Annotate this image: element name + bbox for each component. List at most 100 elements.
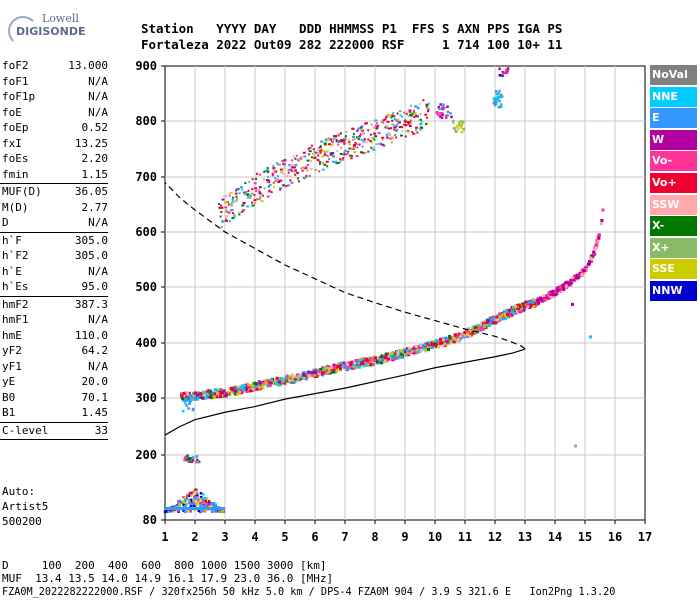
echo-point bbox=[343, 149, 347, 152]
echo-point bbox=[219, 391, 223, 395]
echo-point bbox=[362, 357, 366, 361]
echo-point bbox=[251, 201, 254, 204]
x-tick-label: 2 bbox=[191, 530, 198, 544]
echo-point bbox=[271, 174, 274, 177]
echo-point bbox=[494, 100, 498, 103]
echo-point bbox=[250, 192, 254, 195]
y-tick-label: 200 bbox=[135, 448, 157, 462]
echo-point bbox=[295, 154, 298, 157]
echo-point bbox=[300, 167, 304, 170]
echo-point bbox=[344, 361, 348, 365]
echo-point bbox=[267, 179, 271, 182]
echo-point bbox=[411, 112, 414, 115]
echo-point bbox=[255, 177, 258, 180]
echo-point bbox=[302, 151, 306, 154]
echo-point bbox=[564, 281, 568, 285]
echo-point bbox=[373, 138, 376, 141]
echo-point bbox=[393, 354, 397, 358]
echo-point bbox=[191, 408, 195, 412]
echo-point bbox=[601, 208, 605, 212]
echo-point bbox=[192, 396, 195, 400]
echo-point bbox=[419, 126, 423, 129]
echo-point bbox=[437, 105, 441, 109]
echo-point bbox=[188, 460, 192, 463]
echo-point bbox=[328, 158, 331, 161]
echo-point bbox=[279, 163, 282, 166]
echo-point bbox=[352, 133, 355, 136]
echo-point bbox=[462, 335, 466, 339]
echo-point bbox=[444, 338, 448, 342]
footer-distance-line: D 100 200 400 600 800 1000 1500 3000 [km… bbox=[2, 559, 327, 572]
echo-point bbox=[339, 367, 343, 371]
echo-point bbox=[216, 390, 220, 394]
echo-point bbox=[262, 178, 265, 181]
echo-point bbox=[309, 168, 313, 171]
echo-point bbox=[336, 161, 340, 164]
echo-point bbox=[314, 168, 318, 171]
echo-point bbox=[308, 150, 312, 153]
echo-point bbox=[400, 355, 404, 359]
echo-point bbox=[374, 135, 378, 138]
x-tick-label: 11 bbox=[458, 530, 472, 544]
echo-point bbox=[204, 499, 207, 503]
echo-point bbox=[327, 370, 331, 374]
echo-point bbox=[360, 125, 364, 128]
x-tick-label: 14 bbox=[548, 530, 562, 544]
echo-point bbox=[257, 197, 261, 200]
echo-point bbox=[431, 345, 435, 349]
echo-point bbox=[198, 501, 202, 505]
echo-point bbox=[497, 105, 501, 109]
echo-point bbox=[202, 393, 206, 397]
echo-point bbox=[259, 196, 262, 199]
echo-point bbox=[430, 342, 434, 346]
echo-point bbox=[506, 310, 510, 314]
param-value: 13.000 bbox=[68, 59, 108, 72]
echo-point bbox=[443, 342, 447, 346]
echo-point bbox=[191, 459, 195, 462]
echo-point bbox=[236, 197, 239, 200]
echo-point bbox=[426, 107, 430, 110]
echo-point bbox=[310, 144, 313, 147]
echo-point bbox=[365, 141, 368, 144]
echo-point bbox=[253, 199, 257, 202]
echo-point bbox=[310, 371, 314, 375]
echo-point bbox=[343, 363, 347, 367]
echo-point bbox=[495, 92, 499, 96]
echo-point bbox=[279, 168, 283, 171]
echo-point bbox=[463, 332, 467, 336]
echo-point bbox=[322, 366, 326, 370]
echo-point bbox=[414, 345, 418, 349]
echo-point bbox=[383, 144, 386, 147]
echo-point bbox=[452, 119, 455, 123]
echo-point bbox=[256, 384, 260, 388]
echo-point bbox=[415, 105, 419, 108]
echo-point bbox=[217, 510, 221, 514]
echo-point bbox=[390, 116, 393, 119]
param-row: yE 20.0 bbox=[0, 374, 114, 390]
echo-point bbox=[321, 371, 325, 375]
echo-point bbox=[323, 369, 327, 373]
echo-point bbox=[236, 392, 240, 396]
echo-point bbox=[277, 380, 281, 384]
echo-point bbox=[335, 139, 338, 142]
echo-point bbox=[426, 345, 430, 349]
echo-point bbox=[395, 136, 398, 139]
echo-point bbox=[183, 501, 187, 504]
echo-point bbox=[405, 112, 408, 115]
echo-point bbox=[270, 191, 273, 194]
echo-point bbox=[307, 147, 310, 150]
echo-point bbox=[318, 170, 321, 173]
echo-point bbox=[184, 402, 187, 405]
echo-point bbox=[226, 391, 230, 395]
es-trace bbox=[165, 507, 225, 510]
echo-point bbox=[426, 110, 429, 113]
echo-point bbox=[210, 391, 214, 395]
echo-point bbox=[532, 304, 536, 308]
echo-point bbox=[215, 395, 219, 399]
param-value: 33 bbox=[94, 423, 108, 437]
echo-point bbox=[189, 494, 193, 497]
echo-point bbox=[416, 107, 420, 110]
echo-point bbox=[506, 71, 509, 74]
echo-point bbox=[291, 170, 295, 173]
echo-point bbox=[426, 348, 430, 352]
